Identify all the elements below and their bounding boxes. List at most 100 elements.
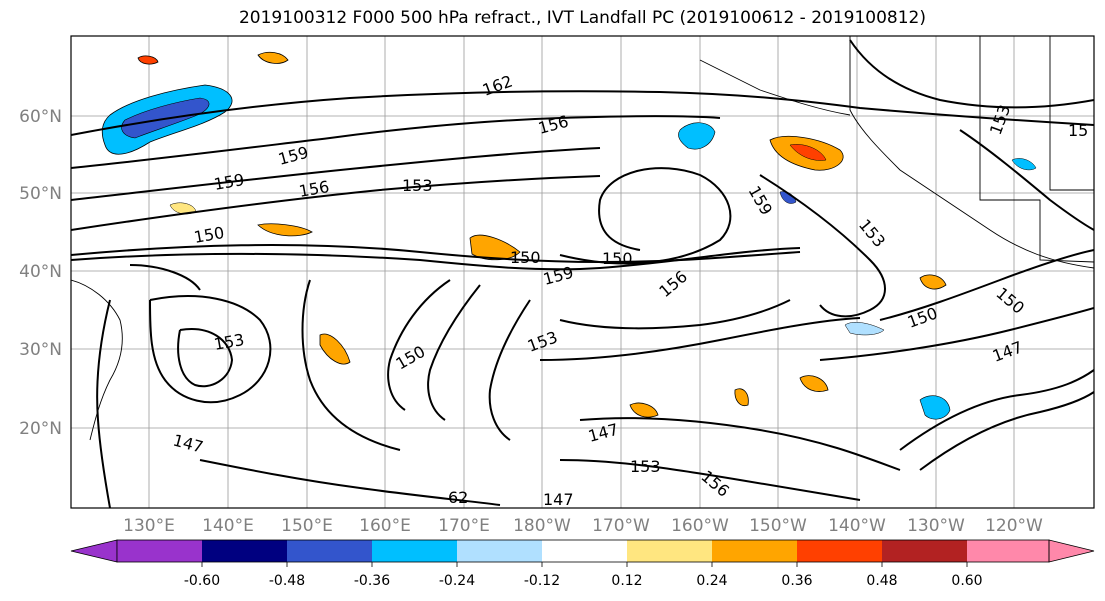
latitude-label: 50°N bbox=[19, 184, 62, 204]
longitude-label: 170°E bbox=[438, 516, 490, 536]
colorbar-frame bbox=[116, 539, 1050, 563]
contour-line bbox=[301, 279, 401, 451]
colorbar-segment bbox=[967, 540, 1049, 562]
longitude-labels: 130°E 140°E 150°E 160°E 170°E 180°W 170°… bbox=[123, 516, 1043, 536]
latitude-labels: 60°N 50°N 40°N 30°N 20°N bbox=[19, 107, 62, 439]
negative-anomaly-patch bbox=[678, 122, 716, 150]
colorbar-ticks bbox=[201, 562, 968, 567]
map-title: 2019100312 F000 500 hPa refract., IVT La… bbox=[238, 8, 926, 28]
colorbar-segment bbox=[712, 540, 797, 562]
map-frame bbox=[70, 35, 1095, 509]
contour-value-label: 150 bbox=[510, 248, 541, 267]
contour-value-label: 153 bbox=[630, 457, 661, 476]
colorbar-tick-label: 0.12 bbox=[611, 573, 642, 589]
coastlines bbox=[71, 36, 1094, 441]
colorbar-tick-label: -0.24 bbox=[439, 573, 475, 589]
positive-anomaly-patch bbox=[629, 402, 659, 418]
contour-line bbox=[427, 284, 481, 421]
latitude-label: 60°N bbox=[19, 107, 62, 127]
contour-line bbox=[71, 247, 801, 271]
colorbar-tick-label: -0.36 bbox=[354, 573, 390, 589]
colorbar-extend-right bbox=[1048, 539, 1095, 563]
longitude-label: 160°E bbox=[359, 516, 411, 536]
coastline bbox=[1049, 36, 1094, 191]
contour-line bbox=[488, 299, 531, 441]
positive-anomaly-patch bbox=[257, 51, 289, 64]
colorbar: -0.60 -0.48 -0.36 -0.24 -0.12 0.12 0.24 … bbox=[70, 539, 1095, 589]
contour-line bbox=[759, 174, 886, 318]
contour-line bbox=[539, 317, 861, 361]
map-panel bbox=[71, 36, 1094, 508]
longitude-label: 170°W bbox=[592, 516, 650, 536]
colorbar-segment bbox=[202, 540, 287, 562]
longitude-label: 140°W bbox=[828, 516, 886, 536]
colorbar-segment bbox=[457, 540, 542, 562]
contour-line bbox=[177, 328, 234, 388]
colorbar-tick-label: 0.36 bbox=[781, 573, 812, 589]
colorbar-segment bbox=[627, 540, 712, 562]
positive-anomaly-patch bbox=[734, 388, 749, 407]
colorbar-tick-label: 0.48 bbox=[866, 573, 897, 589]
contour-line bbox=[96, 299, 111, 508]
longitude-label: 120°W bbox=[985, 516, 1043, 536]
contour-line bbox=[199, 459, 501, 506]
longitude-label: 150°W bbox=[749, 516, 807, 536]
gridlines bbox=[71, 36, 1094, 508]
longitude-label: 160°W bbox=[671, 516, 729, 536]
negative-anomaly-patch bbox=[844, 322, 885, 336]
longitude-label: 130°W bbox=[907, 516, 965, 536]
contour-line bbox=[559, 167, 732, 265]
latitude-label: 30°N bbox=[19, 340, 62, 360]
longitude-label: 150°E bbox=[281, 516, 333, 536]
contour-value-label: 62 bbox=[448, 488, 468, 507]
positive-anomaly-patch bbox=[919, 274, 947, 290]
colorbar-segment bbox=[372, 540, 457, 562]
latitude-label: 20°N bbox=[19, 419, 62, 439]
colorbar-segment bbox=[117, 540, 202, 562]
contour-value-label: 150 bbox=[602, 249, 633, 268]
contour-line bbox=[579, 417, 901, 471]
positive-anomaly-patch bbox=[789, 144, 827, 161]
coastline bbox=[71, 279, 123, 441]
refractivity-contours bbox=[71, 39, 1094, 508]
contour-line bbox=[899, 369, 1094, 451]
contour-value-label: 153 bbox=[402, 176, 433, 195]
contour-line bbox=[71, 243, 801, 264]
colorbar-extend-left bbox=[70, 539, 118, 563]
latitude-label: 40°N bbox=[19, 262, 62, 282]
colorbar-segment bbox=[882, 540, 967, 562]
contour-value-label: 15 bbox=[1068, 121, 1088, 140]
contour-line bbox=[919, 391, 1094, 471]
contour-line bbox=[819, 307, 1094, 361]
negative-anomaly-patch bbox=[1011, 158, 1037, 171]
contour-line bbox=[849, 39, 1094, 109]
contour-line bbox=[387, 279, 451, 411]
colorbar-segment bbox=[542, 540, 627, 562]
colorbar-tick-label: 0.24 bbox=[696, 573, 727, 589]
longitude-label: 180°W bbox=[513, 516, 571, 536]
positive-anomaly-patch bbox=[257, 223, 313, 237]
contour-line bbox=[149, 295, 272, 404]
contour-line bbox=[71, 115, 721, 169]
coastline bbox=[849, 36, 1094, 269]
coastline bbox=[699, 59, 851, 116]
contour-line bbox=[879, 249, 1094, 321]
contour-value-label: 147 bbox=[543, 490, 574, 509]
colorbar-segment bbox=[287, 540, 372, 562]
colorbar-tick-label: -0.48 bbox=[269, 573, 305, 589]
contour-line bbox=[71, 175, 601, 231]
longitude-label: 130°E bbox=[123, 516, 175, 536]
contour-line bbox=[71, 147, 601, 201]
positive-anomaly-patch bbox=[799, 375, 829, 392]
contour-line bbox=[71, 90, 1094, 136]
positive-anomaly-patch bbox=[137, 55, 159, 65]
negative-anomaly-patch bbox=[919, 395, 951, 420]
colorbar-tick-label: 0.60 bbox=[951, 573, 982, 589]
colorbar-tick-label: -0.60 bbox=[184, 573, 220, 589]
contour-line bbox=[559, 299, 791, 330]
contour-line bbox=[959, 129, 1094, 231]
contour-line bbox=[129, 264, 201, 291]
positive-anomaly-patch bbox=[319, 333, 351, 365]
contour-line bbox=[559, 459, 861, 501]
